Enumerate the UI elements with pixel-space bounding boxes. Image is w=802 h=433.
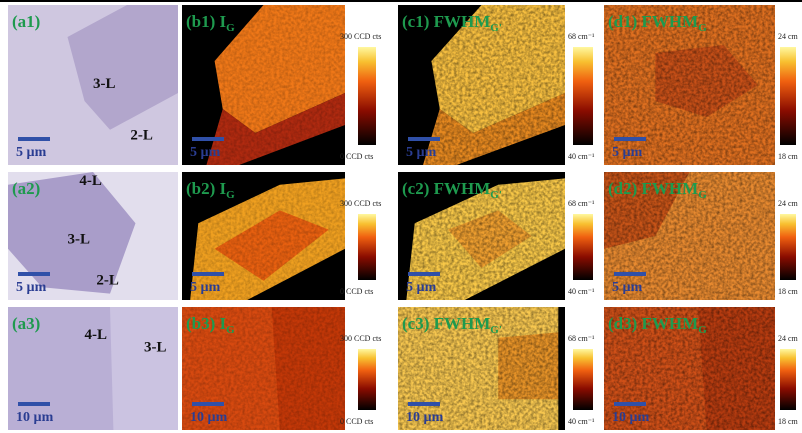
panel-label-text: (a1)	[12, 12, 40, 31]
colorbar-min: 40 cm⁻¹	[568, 417, 595, 426]
colorbar-max: 24 cm	[778, 32, 799, 41]
colorbar	[358, 47, 376, 145]
panel: (d3) FWHMG 10 µm 24 cm 18 cm	[604, 307, 799, 430]
panel-label: (a3)	[12, 314, 40, 333]
scale-label: 5 µm	[190, 145, 221, 160]
colorbar-min: 0 CCD cts	[340, 152, 373, 161]
colorbar-max: 300 CCD cts	[340, 334, 381, 343]
layer-label: 4-L	[79, 173, 102, 189]
colorbar-min: 18 cm	[778, 152, 799, 161]
layer-label: 3-L	[144, 339, 167, 355]
colorbar	[573, 47, 593, 145]
panel-label-subscript: G	[698, 324, 707, 336]
layer-label: 3-L	[68, 232, 91, 248]
panel-label: (d3) FWHMG	[608, 314, 707, 336]
scale-label: 5 µm	[406, 145, 437, 160]
panel-label-subscript: G	[226, 324, 235, 336]
colorbar-max: 24 cm	[778, 199, 799, 208]
layer-label: 2-L	[130, 127, 153, 143]
panel-label: (a1)	[12, 12, 40, 31]
colorbar-max: 300 CCD cts	[340, 32, 381, 41]
panel-label-subscript: G'	[490, 22, 502, 34]
panel-label-text: (b3) I	[186, 314, 227, 333]
panel-label: (a2)	[12, 179, 40, 198]
scale-label: 10 µm	[406, 410, 444, 425]
map-region	[110, 307, 178, 430]
scale-label: 5 µm	[16, 145, 47, 160]
panel-label-text: (d2) FWHM	[608, 179, 698, 198]
scale-label: 5 µm	[406, 280, 437, 295]
colorbar-max: 24 cm	[778, 334, 799, 343]
panel-label-subscript: G	[698, 22, 707, 34]
panel: (a1) 3-L 2-L 5 µm	[8, 5, 178, 165]
colorbar-min: 18 cm	[778, 287, 799, 296]
colorbar	[573, 349, 593, 410]
colorbar	[780, 214, 796, 280]
colorbar-min: 0 CCD cts	[340, 287, 373, 296]
colorbar-max: 68 cm⁻¹	[568, 199, 595, 208]
scale-label: 10 µm	[612, 410, 650, 425]
layer-label: 3-L	[93, 76, 116, 92]
figure: (a1)3-L2-L5 µm(b1) IG5 µm300 CCD cts0 CC…	[0, 0, 802, 433]
colorbar-min: 40 cm⁻¹	[568, 287, 595, 296]
panel: (d2) FWHMG 5 µm 24 cm 18 cm	[604, 172, 799, 300]
panel-label-text: (d3) FWHM	[608, 314, 698, 333]
scale-label: 5 µm	[16, 280, 47, 295]
colorbar	[573, 214, 593, 280]
scale-label: 5 µm	[190, 280, 221, 295]
panel: (a2) 4-L 3-L 2-L 5 µm	[8, 172, 178, 300]
colorbar-max: 68 cm⁻¹	[568, 334, 595, 343]
panel-label-subscript: G	[698, 189, 707, 201]
colorbar-max: 300 CCD cts	[340, 199, 381, 208]
panel-label: (d1) FWHMG	[608, 12, 707, 34]
colorbar	[780, 47, 796, 145]
colorbar	[780, 349, 796, 410]
panel-label-subscript: G	[226, 22, 235, 34]
colorbar-min: 18 cm	[778, 417, 799, 426]
panel: (d1) FWHMG 5 µm 24 cm 18 cm	[604, 5, 799, 165]
colorbar-min: 0 CCD cts	[340, 417, 373, 426]
panel-label-text: (b1) I	[186, 12, 227, 31]
panel-label-text: (a2)	[12, 179, 40, 198]
panel: (a3) 4-L 3-L 10 µm	[8, 307, 178, 430]
panel-label: (c3) FWHMG'	[402, 314, 502, 336]
panel-label-text: (c1) FWHM	[402, 12, 490, 31]
panel-label-subscript: G	[226, 189, 235, 201]
panel-label-text: (a3)	[12, 314, 40, 333]
colorbar-max: 68 cm⁻¹	[568, 32, 595, 41]
scale-label: 5 µm	[612, 280, 643, 295]
scale-label: 10 µm	[16, 410, 54, 425]
scale-label: 5 µm	[612, 145, 643, 160]
colorbar-min: 40 cm⁻¹	[568, 152, 595, 161]
panel-label: (d2) FWHMG	[608, 179, 707, 201]
panel-label-subscript: G'	[490, 324, 502, 336]
panel-label: (c1) FWHMG'	[402, 12, 502, 34]
panel-label-text: (c2) FWHM	[402, 179, 490, 198]
panel-label-text: (d1) FWHM	[608, 12, 698, 31]
colorbar	[358, 214, 376, 280]
panel-label-subscript: G'	[490, 189, 502, 201]
colorbar	[358, 349, 376, 410]
scale-label: 10 µm	[190, 410, 228, 425]
layer-label: 4-L	[85, 327, 108, 343]
layer-label: 2-L	[96, 273, 119, 289]
panel-label-text: (c3) FWHM	[402, 314, 490, 333]
panel-label-text: (b2) I	[186, 179, 227, 198]
panel-label: (c2) FWHMG'	[402, 179, 502, 201]
